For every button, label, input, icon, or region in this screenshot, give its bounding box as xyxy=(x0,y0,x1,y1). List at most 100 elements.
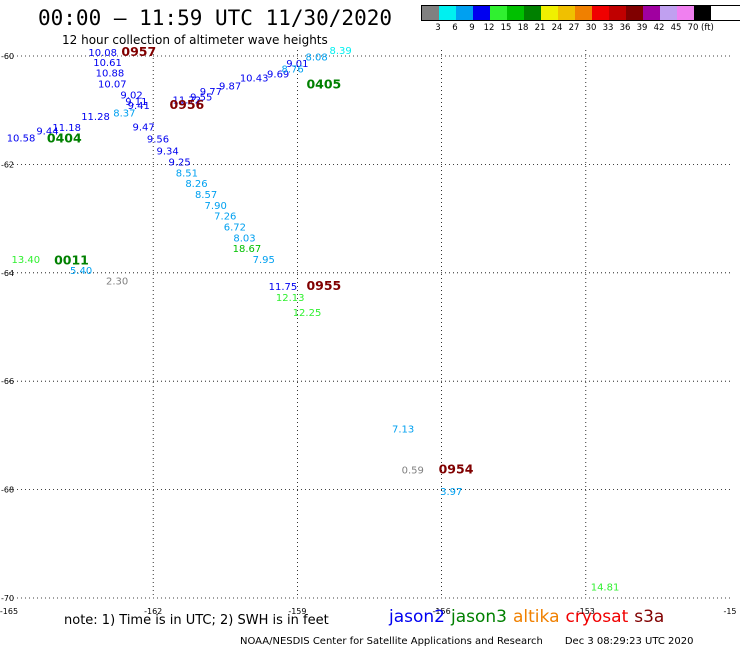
pass-time-label: 0405 xyxy=(306,77,341,92)
wave-height-value: 11.28 xyxy=(81,112,110,123)
wave-height-value: 9.02 xyxy=(120,90,142,101)
legend-label: 36 xyxy=(619,23,631,33)
legend-swatch xyxy=(524,6,541,20)
x-tick-label: -162 xyxy=(144,607,162,616)
wave-height-value: 8.76 xyxy=(281,64,303,75)
wave-height-value: 11.18 xyxy=(52,123,81,134)
legend-label: 6 xyxy=(452,23,458,33)
wave-height-value: 5.40 xyxy=(70,266,92,277)
satellite-legend-item: jason2 xyxy=(389,607,445,627)
wave-height-value: 6.72 xyxy=(224,223,246,234)
footer-timestamp: Dec 3 08:29:23 UTC 2020 xyxy=(564,636,694,647)
pass-time-labels: 0957 0956 0405 0404 0011 0955 0954 xyxy=(47,44,474,476)
map-grid xyxy=(9,50,730,599)
wave-height-value: 0.59 xyxy=(402,465,424,476)
wave-height-value: 8.08 xyxy=(305,52,327,63)
wave-height-value: 8.03 xyxy=(233,233,255,244)
y-tick-label: -64 xyxy=(1,269,14,278)
pass-time-label: 0956 xyxy=(169,97,204,112)
wave-height-value: 9.11 xyxy=(125,97,147,108)
y-tick-label: -60 xyxy=(1,52,14,61)
legend-label: 9 xyxy=(469,23,475,33)
legend-label: 12 xyxy=(483,23,495,33)
wave-height-value: 9.56 xyxy=(147,135,169,146)
wave-height-value: 10.61 xyxy=(93,58,122,69)
wave-height-color-legend: 3 6 9 12 15 18 21 24 27 30 33 36 39 42 45 70 (ft) xyxy=(421,5,740,37)
wave-height-value: 8.37 xyxy=(113,109,135,120)
wave-height-value: 12.25 xyxy=(293,308,322,319)
legend-swatch xyxy=(456,6,473,20)
satellite-legend-item: cryosat xyxy=(565,607,629,627)
x-tick-label: -156 xyxy=(433,607,451,616)
wave-height-value: 7.90 xyxy=(205,201,227,212)
wave-height-value: 8.39 xyxy=(330,46,352,57)
legend-unit: (ft) xyxy=(701,23,714,33)
legend-swatch xyxy=(677,6,694,20)
legend-swatches xyxy=(421,5,740,21)
legend-label: 24 xyxy=(551,23,563,33)
wave-height-value: 7.26 xyxy=(214,212,236,223)
wave-height-value: 11.75 xyxy=(269,282,298,293)
wave-height-value: 9.55 xyxy=(190,92,212,103)
satellite-legend-item: s3a xyxy=(634,607,665,627)
pass-time-label: 0957 xyxy=(121,44,156,59)
legend-label: 39 xyxy=(636,23,648,33)
legend-label: 33 xyxy=(602,23,614,33)
map-title: 00:00 – 11:59 UTC 11/30/2020 xyxy=(38,6,393,30)
footer-credit: NOAA/NESDIS Center for Satellite Applica… xyxy=(240,636,543,647)
legend-swatch xyxy=(609,6,626,20)
legend-swatch xyxy=(541,6,558,20)
wave-height-value: 8.51 xyxy=(176,168,198,179)
wave-height-value: 9.34 xyxy=(156,147,178,158)
wave-height-value: 9.77 xyxy=(200,87,222,98)
wave-height-value: 9.69 xyxy=(267,70,289,81)
x-tick-label: -165 xyxy=(0,607,18,616)
pass-time-label: 0954 xyxy=(439,461,474,476)
wave-height-value: 10.58 xyxy=(7,134,36,145)
y-tick-label: -70 xyxy=(1,594,14,603)
satellite-legend-item: jason3 xyxy=(451,607,507,627)
legend-swatch xyxy=(507,6,524,20)
legend-swatch xyxy=(422,6,439,20)
wave-height-value: 10.88 xyxy=(96,69,125,80)
legend-swatch xyxy=(694,6,711,20)
wave-height-value: 9.41 xyxy=(128,101,150,112)
x-tick-label: -15 xyxy=(723,607,736,616)
wave-height-value: 3.97 xyxy=(440,487,462,498)
legend-swatch xyxy=(626,6,643,20)
legend-labels: 3 6 9 12 15 18 21 24 27 30 33 36 39 42 45 70 (ft) xyxy=(421,23,740,37)
wave-height-value: 8.57 xyxy=(195,190,217,201)
wave-height-value: 10.08 xyxy=(88,48,117,59)
axis-ticks: -165 -162 -159 -156 -153 -15 -60 -62 -64 -66 -68 -7… xyxy=(0,52,737,616)
legend-swatch xyxy=(558,6,575,20)
y-tick-label: -68 xyxy=(1,486,14,495)
x-tick-label: -159 xyxy=(288,607,306,616)
map-subtitle: 12 hour collection of altimeter wave hei… xyxy=(62,33,328,47)
units-note: note: 1) Time is in UTC; 2) SWH is in fe… xyxy=(64,613,329,628)
wave-height-value: 10.43 xyxy=(240,73,269,84)
pass-time-label: 0955 xyxy=(306,278,341,293)
legend-label: 70 xyxy=(687,23,699,33)
wave-height-value: 9.01 xyxy=(286,59,308,70)
pass-time-label: 0404 xyxy=(47,131,82,146)
legend-swatch xyxy=(660,6,677,20)
wave-height-value: 12.13 xyxy=(276,293,305,304)
wave-height-value: 13.40 xyxy=(12,255,41,266)
legend-swatch xyxy=(439,6,456,20)
legend-label: 30 xyxy=(585,23,597,33)
x-tick-label: -153 xyxy=(577,607,595,616)
legend-label: 3 xyxy=(435,23,441,33)
wave-height-value: 14.81 xyxy=(591,582,620,593)
legend-swatch xyxy=(473,6,490,20)
legend-swatch xyxy=(643,6,660,20)
wave-height-value: 7.95 xyxy=(253,255,275,266)
wave-height-value: 2.30 xyxy=(106,277,128,288)
wave-height-value: 9.44 xyxy=(36,127,58,138)
legend-swatch xyxy=(575,6,592,20)
wave-height-value: 9.87 xyxy=(219,82,241,93)
satellite-legend: jason2 jason3 altika cryosat s3a xyxy=(389,607,670,627)
legend-label: 42 xyxy=(653,23,665,33)
wave-height-value: 8.26 xyxy=(185,179,207,190)
